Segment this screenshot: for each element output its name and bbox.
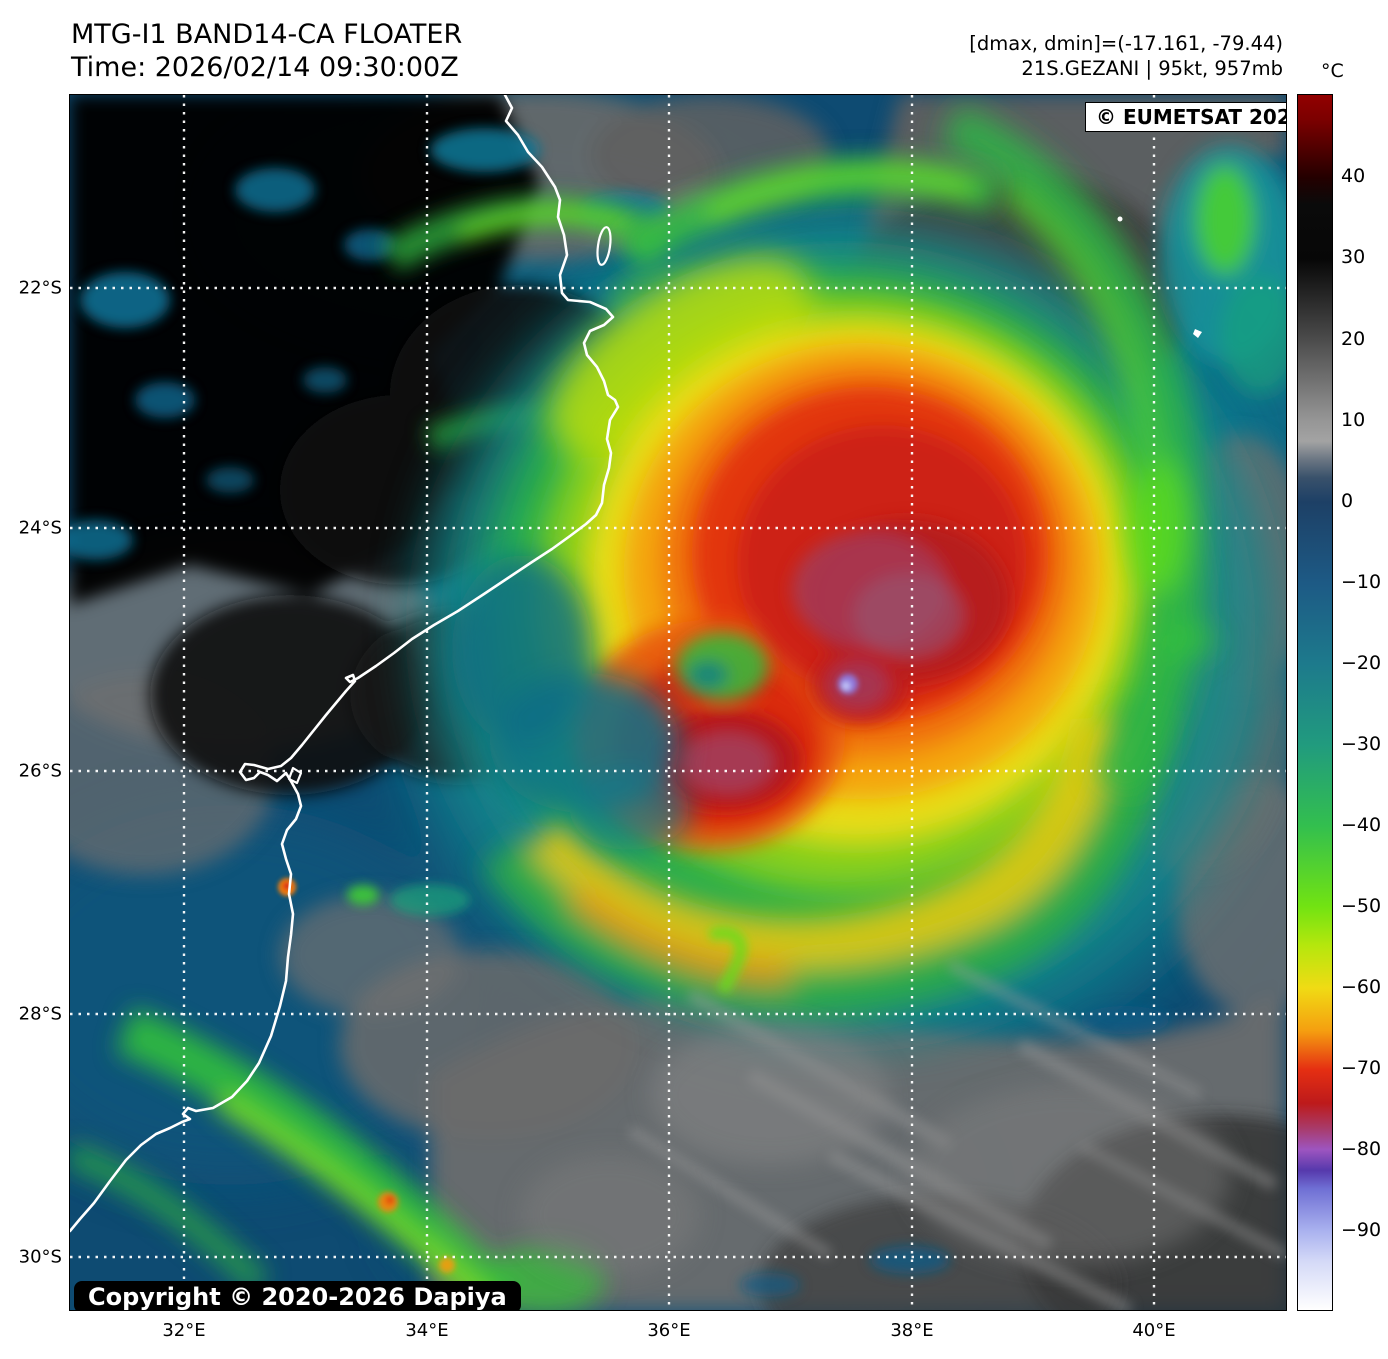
colorbar-tick-labels: 40 30 20 10 0 −10 −20 −30 −40 −50 −60 −7… xyxy=(1341,94,1387,1311)
storm-intensity-annotation: 21S.GEZANI | 95kt, 957mb xyxy=(1021,57,1283,80)
colorbar-tick-label: 10 xyxy=(1341,409,1366,431)
storm-south-bands xyxy=(481,708,1167,1017)
colorbar-tick-label: −90 xyxy=(1341,1219,1382,1241)
colorbar-tick-label: −10 xyxy=(1341,571,1382,593)
coastal-hot-spot xyxy=(278,878,296,896)
lat-tick-label: 26°S xyxy=(18,760,62,782)
southwest-hot-spots xyxy=(378,1192,455,1273)
northeast-teal-green xyxy=(1160,145,1286,395)
figure-timestamp: Time: 2026/02/14 09:30:00Z xyxy=(71,52,459,83)
lon-tick-label: 40°E xyxy=(1132,1320,1176,1341)
colorbar-tick-label: 0 xyxy=(1341,490,1354,512)
colorbar-tick-label: −60 xyxy=(1341,976,1382,998)
storm-east-outer-band xyxy=(940,103,1215,797)
lat-tick-label: 28°S xyxy=(18,1003,62,1025)
storm-moat-teal xyxy=(452,555,690,850)
colorbar-unit-label: °C xyxy=(1321,60,1344,82)
lon-tick-label: 34°E xyxy=(405,1320,449,1341)
copyright-badge: Copyright © 2020-2026 Dapiya xyxy=(74,1281,521,1310)
colorbar-tick-label: −70 xyxy=(1341,1057,1382,1079)
colorbar-tick-label: −30 xyxy=(1341,733,1382,755)
satellite-map: © EUMETSAT 2026 Copyright © 2020-2026 Da… xyxy=(69,94,1287,1311)
lat-tick-label: 30°S xyxy=(18,1246,62,1268)
grid-lines xyxy=(70,95,1286,1310)
lon-tick-label: 38°E xyxy=(890,1320,934,1341)
colorbar-tick-label: 40 xyxy=(1341,165,1366,187)
storm-south-squiggle xyxy=(708,926,747,995)
lat-tick-label: 22°S xyxy=(18,277,62,299)
lon-tick-label: 36°E xyxy=(647,1320,691,1341)
colorbar-tick-label: 20 xyxy=(1341,328,1366,350)
annotation-block: [dmax, dmin]=(-17.161, -79.44) 21S.GEZAN… xyxy=(969,31,1283,81)
colorbar-tick-label: −40 xyxy=(1341,814,1382,836)
coastline xyxy=(70,95,620,1233)
storm-coldest-tops xyxy=(650,520,1008,810)
coastal-small-cells xyxy=(347,884,470,916)
cirrus-patches xyxy=(520,1025,1230,1275)
figure-title: MTG-I1 BAND14-CA FLOATER xyxy=(71,19,463,50)
colorbar-tick-label: −50 xyxy=(1341,895,1382,917)
colorbar-tick-label: −20 xyxy=(1341,652,1382,674)
provider-badge: © EUMETSAT 2026 xyxy=(1085,102,1286,132)
colorbar-tick-label: 30 xyxy=(1341,246,1366,268)
colorbar-tick-label: −80 xyxy=(1341,1138,1382,1160)
lat-tick-label: 24°S xyxy=(18,517,62,539)
satellite-image xyxy=(70,95,1286,1310)
title-block: MTG-I1 BAND14-CA FLOATER Time: 2026/02/1… xyxy=(71,18,462,84)
lon-tick-label: 32°E xyxy=(162,1320,206,1341)
temperature-colorbar xyxy=(1297,94,1333,1311)
storm-north-band xyxy=(618,157,1002,272)
storm-overshoot-dot xyxy=(838,674,858,694)
dmax-dmin-annotation: [dmax, dmin]=(-17.161, -79.44) xyxy=(969,32,1283,55)
small-islands xyxy=(1117,216,1202,338)
